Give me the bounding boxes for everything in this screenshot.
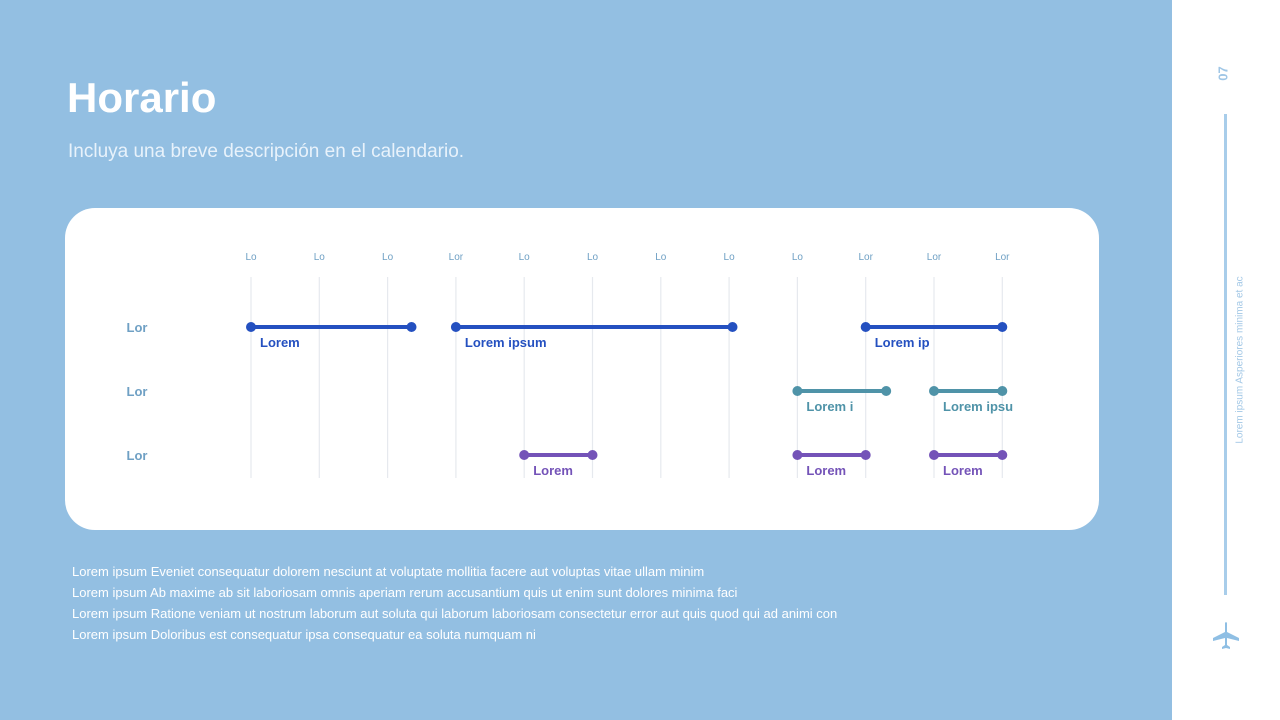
- schedule-card: [65, 208, 1099, 530]
- side-text: Lorem ipsum Asperiores minima et ac: [1234, 276, 1246, 444]
- page-number: 07: [1215, 66, 1231, 81]
- page-title: Horario: [67, 74, 217, 121]
- divider-line: [1224, 114, 1227, 595]
- note-line: Lorem ipsum Eveniet consequatur dolorem …: [72, 564, 705, 579]
- page-subtitle: Incluya una breve descripción en el cale…: [68, 141, 465, 162]
- note-line: Lorem ipsum Ratione veniam ut nostrum la…: [72, 606, 838, 621]
- notes: Lorem ipsum Eveniet consequatur dolorem …: [72, 561, 837, 645]
- airplane-icon: [1213, 622, 1239, 649]
- note-line: Lorem ipsum Doloribus est consequatur ip…: [72, 627, 536, 642]
- note-line: Lorem ipsum Ab maxime ab sit laboriosam …: [72, 585, 738, 600]
